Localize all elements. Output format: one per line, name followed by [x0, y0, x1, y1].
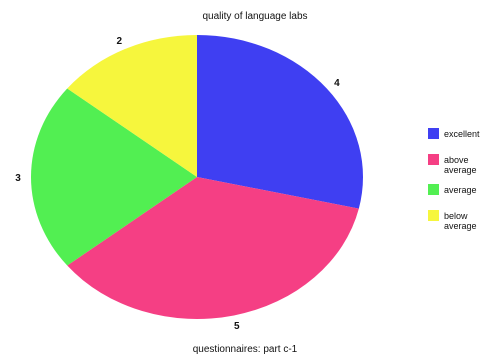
legend-label: below average — [444, 211, 477, 231]
legend-label: above average — [444, 155, 477, 175]
pie-slice-value-label: 2 — [117, 36, 123, 47]
legend-swatch — [428, 128, 439, 139]
x-axis-label: questionnaires: part c-1 — [193, 344, 298, 355]
pie-slice-average — [30, 88, 198, 266]
legend-swatch — [428, 154, 439, 165]
pie-slice-value-label: 4 — [334, 78, 340, 89]
pie-slices — [30, 35, 364, 320]
pie-slice-labels: 4 5 3 2 — [15, 36, 340, 332]
legend-label: excellent — [444, 129, 480, 139]
pie-slice-below-average — [67, 35, 197, 177]
pie-slice-above-average — [67, 177, 359, 320]
legend-swatch — [428, 210, 439, 221]
legend-swatch — [428, 184, 439, 195]
pie-slice-excellent — [197, 35, 364, 209]
legend: excellent above average average below average — [428, 128, 480, 231]
chart-title: quality of language labs — [202, 11, 307, 22]
pie-slice-value-label: 3 — [15, 173, 21, 184]
legend-label: average — [444, 185, 477, 195]
pie-slice-value-label: 5 — [234, 321, 240, 332]
